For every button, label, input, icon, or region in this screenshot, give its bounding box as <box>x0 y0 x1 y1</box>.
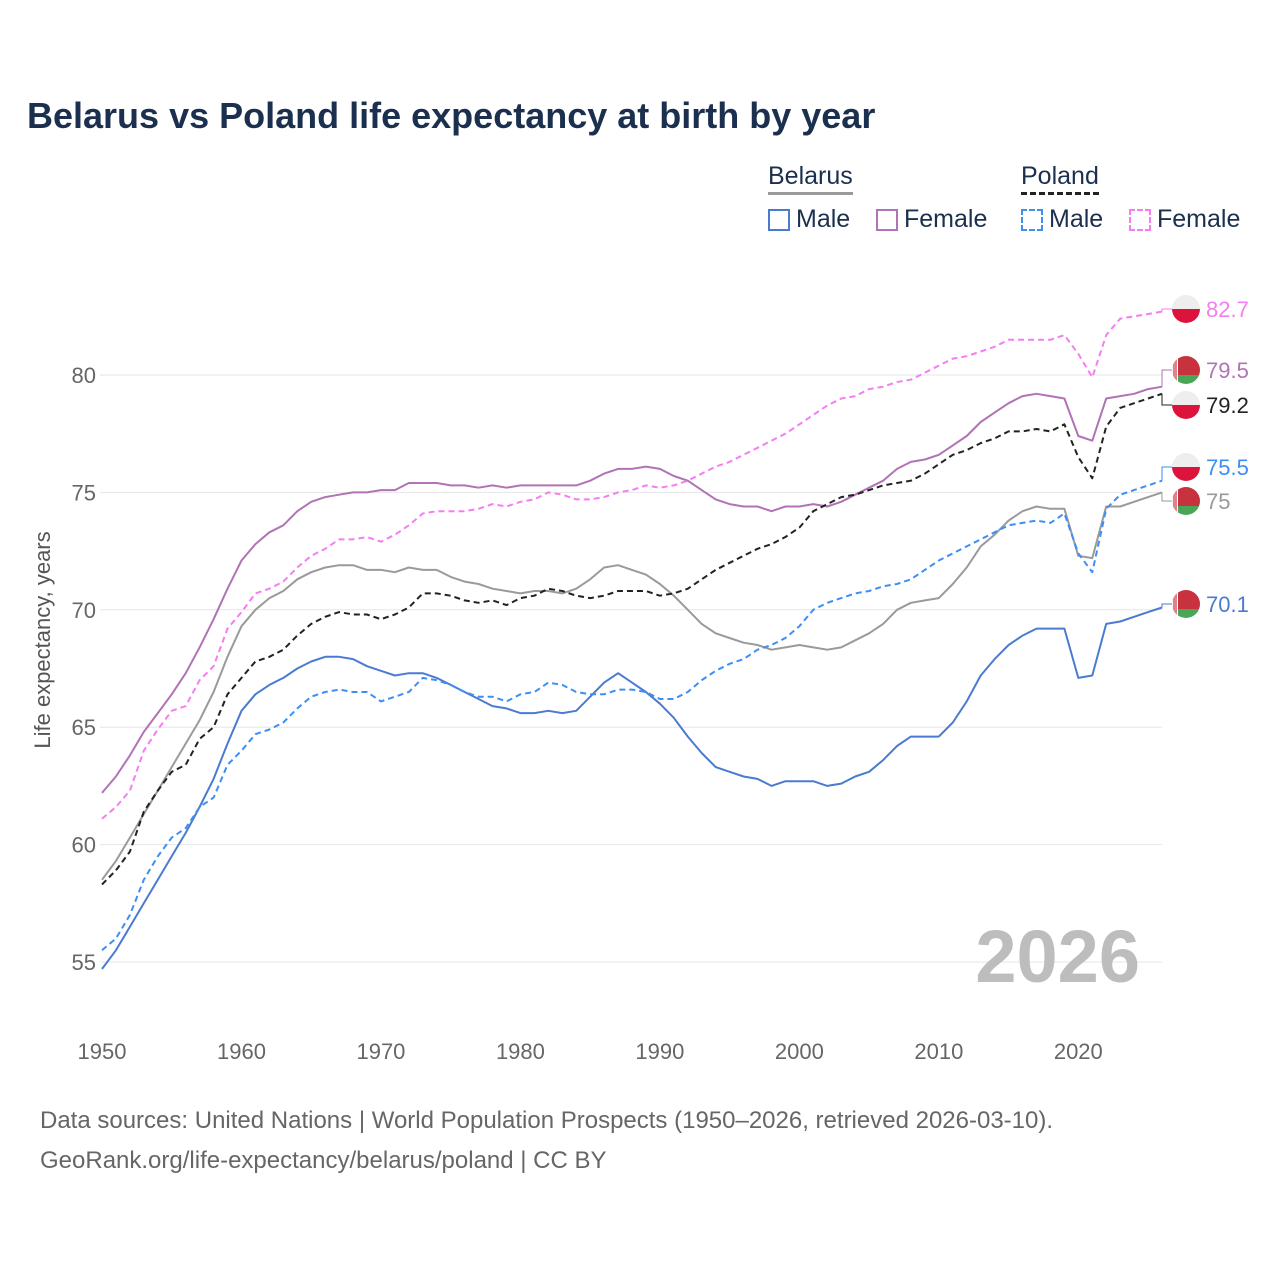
y-axis-label: Life expectancy, years <box>30 531 55 748</box>
flag-white <box>1172 391 1200 405</box>
flag-green <box>1172 609 1200 618</box>
flag-red <box>1172 590 1200 609</box>
legend-poland-heading: Poland <box>1021 162 1099 195</box>
belarus-flag-icon <box>1172 487 1200 515</box>
end-label-by-male: 70.1 <box>1206 592 1249 617</box>
series-line-pl-female <box>101 310 1163 820</box>
series-line-pl-male <box>101 479 1163 952</box>
x-tick-label: 2010 <box>914 1039 963 1064</box>
x-tick-label: 2000 <box>775 1039 824 1064</box>
belarus-flag-icon <box>1172 356 1200 384</box>
x-tick-label: 1980 <box>496 1039 545 1064</box>
flag-ornament-pattern <box>1173 356 1177 384</box>
leader-line <box>1161 603 1172 608</box>
end-label-pl-male: 75.5 <box>1206 455 1249 480</box>
legend-label: Male <box>1049 205 1104 233</box>
flag-red <box>1172 467 1200 481</box>
legend-belarus-label: Belarus <box>768 162 853 190</box>
legend-label: Female <box>1157 205 1241 233</box>
flag-green <box>1172 506 1200 515</box>
x-tick-label: 1960 <box>217 1039 266 1064</box>
legend-label: Female <box>904 205 988 233</box>
end-labels: 79.5 75 70.1 82.7 79.2 75.5 <box>1161 295 1249 618</box>
legend-poland-label: Poland <box>1021 162 1099 190</box>
flag-red <box>1172 487 1200 506</box>
end-label-pl-total: 79.2 <box>1206 393 1249 418</box>
x-tick-label: 1990 <box>635 1039 684 1064</box>
legend-label: Male <box>796 205 851 233</box>
poland-flag-icon <box>1172 453 1200 481</box>
year-watermark: 2026 <box>975 915 1140 998</box>
leader-line <box>1161 492 1172 502</box>
y-tick-label: 55 <box>72 950 96 975</box>
y-tick-label: 60 <box>72 833 96 858</box>
poland-flag-icon <box>1172 391 1200 419</box>
flag-red <box>1172 356 1200 375</box>
flag-clip <box>1172 453 1200 481</box>
flag-red <box>1172 405 1200 419</box>
legend-item-poland-male[interactable]: Male <box>1021 205 1103 234</box>
leader-line <box>1161 369 1172 387</box>
series-line-by-female <box>101 385 1163 794</box>
flag-ornament-pattern <box>1173 487 1177 515</box>
y-tick-label: 80 <box>72 363 96 388</box>
end-label-by-female: 79.5 <box>1206 358 1249 383</box>
flag-red <box>1172 309 1200 323</box>
y-tick-label: 75 <box>72 480 96 505</box>
axes: 55 60 65 70 75 80 1950 1960 1970 1980 1990 2000 2010… <box>72 363 1103 1064</box>
leader-line <box>1161 393 1172 406</box>
legend-belarus-line <box>768 192 853 195</box>
flag-clip <box>1172 356 1200 384</box>
flag-white <box>1172 295 1200 309</box>
legend-belarus-heading: Belarus <box>768 162 853 195</box>
flag-ornament-pattern <box>1173 590 1177 618</box>
footer-sources: Data sources: United Nations | World Pop… <box>40 1107 1054 1134</box>
footer-attribution[interactable]: GeoRank.org/life-expectancy/belarus/pola… <box>40 1147 607 1174</box>
series-line-by-total <box>101 491 1163 881</box>
y-tick-label: 65 <box>72 715 96 740</box>
end-label-pl-female: 82.7 <box>1206 297 1249 322</box>
flag-white <box>1172 453 1200 467</box>
poland-flag-icon <box>1172 295 1200 323</box>
x-tick-label: 1950 <box>78 1039 127 1064</box>
series-line-by-male <box>101 606 1163 970</box>
legend-item-belarus-female[interactable]: Female <box>876 205 987 234</box>
flag-green <box>1172 375 1200 384</box>
legend-swatch <box>876 208 898 231</box>
flag-clip <box>1172 391 1200 419</box>
flag-clip <box>1172 590 1200 618</box>
legend-swatch <box>1129 208 1151 231</box>
flag-clip <box>1172 295 1200 323</box>
y-tick-label: 70 <box>72 598 96 623</box>
grid <box>100 374 1162 963</box>
legend-swatch <box>768 208 790 231</box>
leader-line <box>1161 466 1172 481</box>
x-tick-label: 2020 <box>1054 1039 1103 1064</box>
series-lines <box>101 310 1163 970</box>
flag-clip <box>1172 487 1200 515</box>
legend-item-poland-female[interactable]: Female <box>1129 205 1240 234</box>
x-tick-label: 1970 <box>356 1039 405 1064</box>
legend-poland-line <box>1021 192 1099 195</box>
chart-title: Belarus vs Poland life expectancy at bir… <box>27 95 876 136</box>
leader-line <box>1161 308 1172 312</box>
legend-swatch <box>1021 208 1043 231</box>
end-label-by-total: 75 <box>1206 489 1230 514</box>
legend-item-belarus-male[interactable]: Male <box>768 205 850 234</box>
belarus-flag-icon <box>1172 590 1200 618</box>
series-line-pl-total <box>101 392 1163 886</box>
